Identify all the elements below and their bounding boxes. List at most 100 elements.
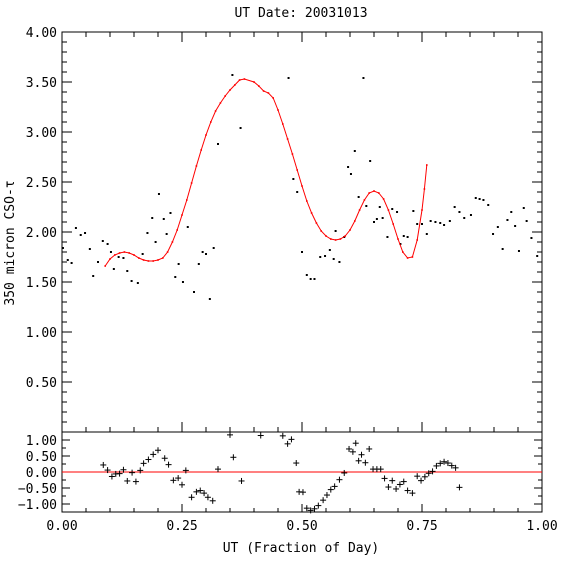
fit-point xyxy=(267,92,270,94)
data-point xyxy=(469,214,472,216)
data-point xyxy=(141,253,144,255)
fit-curve xyxy=(104,78,428,267)
residual-point xyxy=(404,487,411,494)
data-point xyxy=(313,278,316,280)
data-point xyxy=(126,270,129,272)
residual-point xyxy=(336,476,343,483)
data-point xyxy=(70,262,73,264)
residual-point xyxy=(179,481,185,488)
residual-point xyxy=(400,478,407,485)
data-point xyxy=(101,240,104,242)
residual-point xyxy=(320,497,327,504)
fit-point xyxy=(411,256,414,258)
residual-point xyxy=(421,473,428,480)
data-point xyxy=(514,225,517,227)
residual-point xyxy=(227,431,233,438)
data-point xyxy=(381,217,384,219)
fit-point xyxy=(186,199,188,201)
residual-point xyxy=(409,490,416,497)
data-point xyxy=(487,204,490,206)
fit-point xyxy=(142,259,145,261)
residual-point xyxy=(366,445,373,452)
fit-point xyxy=(224,95,226,97)
data-point xyxy=(443,224,446,226)
fit-point xyxy=(109,258,111,260)
fit-point xyxy=(330,238,332,240)
residual-point xyxy=(341,469,348,476)
fit-point xyxy=(306,200,308,202)
data-point xyxy=(349,173,352,175)
residual-y-tick-label: 0.00 xyxy=(26,466,57,481)
fit-point xyxy=(200,149,202,151)
residual-point xyxy=(433,462,440,469)
fit-point xyxy=(334,239,337,241)
fit-point xyxy=(296,169,298,171)
data-point xyxy=(378,206,381,208)
fit-point xyxy=(243,78,246,80)
residual-point xyxy=(182,467,189,474)
fit-point xyxy=(272,97,274,99)
fit-point xyxy=(315,222,318,224)
x-tick-label: 0.00 xyxy=(46,519,77,534)
residual-point xyxy=(257,432,264,439)
data-point xyxy=(536,255,539,257)
residual-point xyxy=(349,448,356,455)
y-tick-label: 0.50 xyxy=(26,376,57,391)
data-point xyxy=(334,230,337,232)
residual-point xyxy=(456,484,463,491)
fit-point xyxy=(392,223,394,225)
data-point xyxy=(136,282,139,284)
fit-point xyxy=(406,257,409,259)
data-point xyxy=(112,268,115,270)
fit-point xyxy=(387,209,390,211)
residual-point xyxy=(385,484,392,491)
data-point xyxy=(332,258,335,260)
data-point xyxy=(201,251,204,253)
fit-point xyxy=(349,229,351,231)
fit-point xyxy=(171,241,174,243)
fit-point xyxy=(402,251,404,253)
residual-point xyxy=(362,459,369,466)
fit-point xyxy=(339,238,342,240)
data-point xyxy=(74,227,77,229)
data-point xyxy=(357,196,360,198)
data-point xyxy=(157,193,160,195)
residual-point xyxy=(284,440,291,447)
main-data-points xyxy=(61,74,539,300)
data-point xyxy=(151,217,154,219)
data-point xyxy=(365,205,368,207)
fit-point xyxy=(310,212,313,214)
data-point xyxy=(399,243,402,245)
residual-point xyxy=(307,507,314,514)
residual-point xyxy=(238,477,245,484)
data-point xyxy=(169,212,172,214)
data-point xyxy=(146,232,149,234)
residual-point xyxy=(452,464,459,471)
residual-point xyxy=(288,436,295,443)
residual-point xyxy=(418,477,425,484)
residual-point xyxy=(355,457,362,464)
y-tick-label: 3.00 xyxy=(26,126,57,141)
data-point xyxy=(301,251,303,253)
fit-point xyxy=(262,90,265,92)
data-point xyxy=(162,218,165,220)
x-tick-label: 0.75 xyxy=(406,519,437,534)
residual-point xyxy=(137,467,144,474)
fit-point xyxy=(190,182,193,184)
fit-point xyxy=(118,252,121,254)
data-point xyxy=(324,255,327,257)
fit-point xyxy=(138,257,140,259)
fit-point xyxy=(166,251,169,253)
data-point xyxy=(373,221,375,223)
residual-y-tick-label: 0.50 xyxy=(26,450,57,465)
data-point xyxy=(319,256,322,258)
data-point xyxy=(510,211,513,213)
data-point xyxy=(448,220,451,222)
residual-y-tick-label: −0.50 xyxy=(18,482,57,497)
residual-point xyxy=(389,477,396,484)
chart-title: UT Date: 20031013 xyxy=(234,6,367,21)
data-point xyxy=(506,219,509,221)
fit-point xyxy=(152,260,154,262)
residual-point xyxy=(358,451,365,458)
